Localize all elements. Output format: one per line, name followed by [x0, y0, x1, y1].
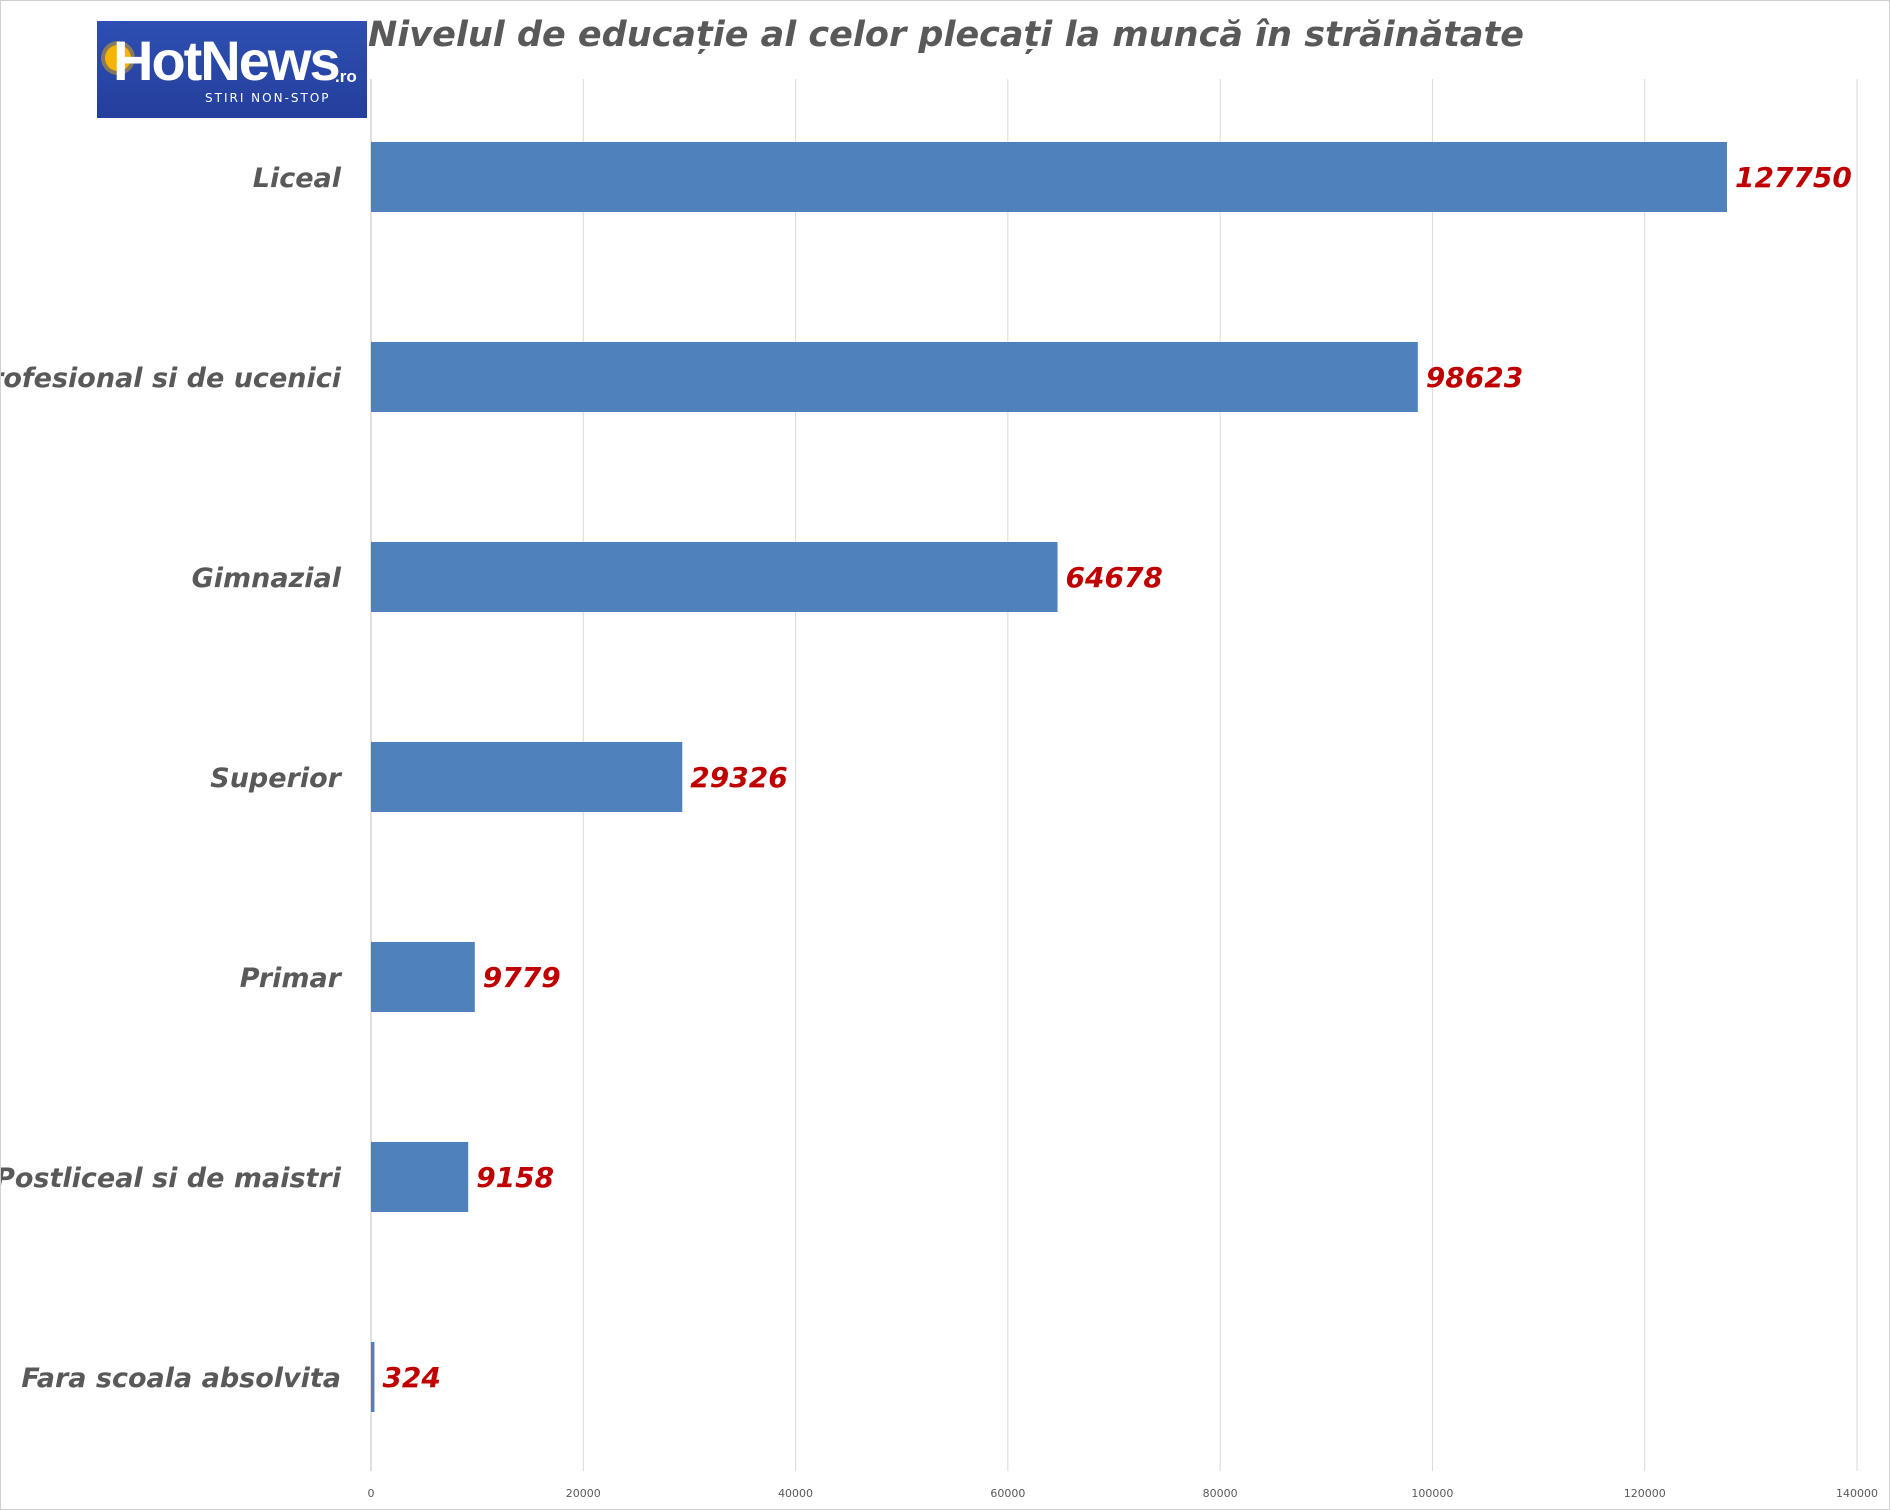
x-tick-label: 40000 [778, 1487, 813, 1500]
data-labels: 127750 98623 64678 29326 9779 9158 324 [382, 161, 1851, 1394]
data-label: 127750 [1735, 161, 1852, 194]
bar [371, 142, 1727, 212]
logo-tagline: STIRI NON-STOP [205, 91, 331, 105]
category-label: Gimnazial [192, 563, 342, 594]
x-tick-label: 120000 [1624, 1487, 1666, 1500]
data-label: 98623 [1426, 361, 1523, 394]
data-label: 9158 [476, 1161, 554, 1194]
logo-wordmark: HotNews [113, 29, 341, 92]
data-label: 64678 [1066, 561, 1163, 594]
x-tick-label: 0 [368, 1487, 375, 1500]
category-label: Liceal [253, 163, 342, 194]
x-tick-label: 140000 [1836, 1487, 1878, 1500]
chart-title: Nivelul de educație al celor plecați la … [367, 15, 1525, 55]
data-label: 9779 [483, 961, 561, 994]
category-axis: Liceal Profesional si de ucenici Gimnazial… [1, 163, 343, 1394]
category-label: Superior [210, 763, 342, 794]
x-tick-label: 100000 [1411, 1487, 1453, 1500]
bar [371, 942, 475, 1012]
category-label: Primar [240, 963, 343, 994]
hotnews-logo: HotNews .ro STIRI NON-STOP [97, 21, 367, 118]
bar [371, 1342, 375, 1412]
gridlines [370, 79, 1858, 1471]
category-label: Postliceal si de maistri [1, 1163, 342, 1194]
bar [371, 742, 683, 812]
bar [371, 1142, 469, 1212]
category-label: Fara scoala absolvita [21, 1363, 341, 1394]
x-tick-label: 80000 [1203, 1487, 1238, 1500]
data-label: 29326 [690, 761, 787, 794]
bar [371, 542, 1058, 612]
bar [371, 342, 1418, 412]
x-tick-label: 20000 [566, 1487, 601, 1500]
x-axis: 0 20000 40000 60000 80000 100000 120000 140000 [368, 1487, 1879, 1500]
logo-domain: .ro [335, 67, 357, 86]
data-label: 324 [382, 1361, 440, 1394]
x-tick-label: 60000 [990, 1487, 1025, 1500]
sun-icon [105, 45, 131, 71]
category-label: Profesional si de ucenici [1, 363, 342, 394]
bars [371, 142, 1727, 1412]
